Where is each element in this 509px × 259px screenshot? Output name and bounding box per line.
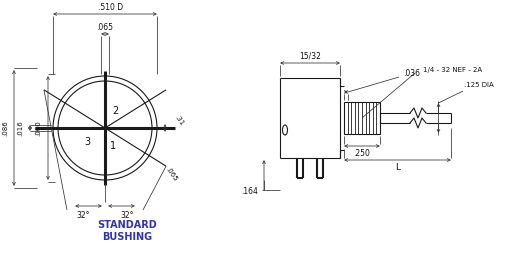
Text: .31: .31 bbox=[174, 114, 185, 126]
Text: STANDARD: STANDARD bbox=[97, 220, 157, 230]
Text: .125 DIA: .125 DIA bbox=[464, 82, 494, 88]
Text: .250: .250 bbox=[354, 148, 371, 157]
Text: 1/4 - 32 NEF - 2A: 1/4 - 32 NEF - 2A bbox=[423, 67, 483, 73]
Text: BUSHING: BUSHING bbox=[102, 232, 152, 242]
Text: 3: 3 bbox=[84, 137, 90, 147]
Text: L: L bbox=[395, 162, 400, 171]
Text: 32°: 32° bbox=[120, 211, 134, 219]
Text: .065: .065 bbox=[97, 24, 114, 32]
Text: .086: .086 bbox=[2, 120, 8, 136]
Text: .036: .036 bbox=[404, 69, 420, 78]
Bar bbox=[344, 102, 380, 134]
Text: .065: .065 bbox=[164, 166, 178, 182]
Text: 15/32: 15/32 bbox=[299, 52, 321, 61]
Text: 1: 1 bbox=[110, 141, 116, 151]
Text: .510 D: .510 D bbox=[98, 4, 124, 12]
Text: .060: .060 bbox=[35, 120, 41, 136]
Text: .016: .016 bbox=[17, 120, 23, 136]
Text: 32°: 32° bbox=[76, 211, 90, 219]
Text: .164: .164 bbox=[242, 188, 259, 197]
Text: 2: 2 bbox=[112, 106, 118, 116]
